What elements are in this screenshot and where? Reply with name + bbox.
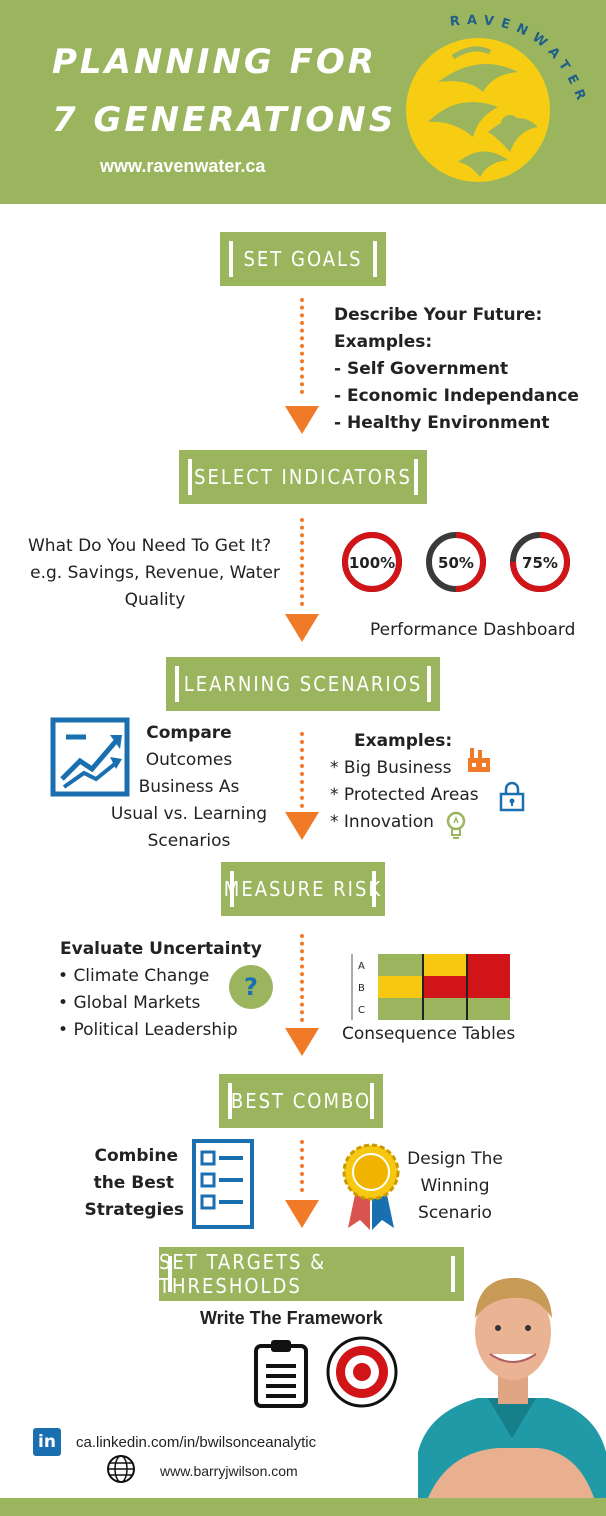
design-text: Winning: [420, 1176, 490, 1196]
question-icon: ?: [229, 965, 273, 1009]
consequence-tables-label: Consequence Tables: [342, 1024, 516, 1044]
step-select-indicators: SELECT INDICATORS: [179, 450, 427, 504]
footer-bar: [0, 1498, 606, 1516]
indicators-examples: e.g. Savings, Revenue, Water: [30, 563, 280, 583]
flow-arrow-icon: [285, 812, 319, 840]
dashboard-label: Performance Dashboard: [370, 620, 576, 640]
gauge-100: 100%: [342, 532, 402, 592]
consequence-table: A B C: [348, 950, 514, 1022]
design-text: Design The: [407, 1149, 503, 1169]
page-title-line1: PLANNING FOR: [52, 42, 377, 82]
scenarios-text: Outcomes: [145, 750, 233, 770]
factory-icon: [466, 746, 492, 774]
flow-arrow-icon: [285, 1028, 319, 1056]
goal-item: - Self Government: [334, 359, 509, 379]
combine-text: Strategies: [84, 1200, 184, 1220]
examples-heading: Examples:: [354, 731, 453, 751]
flow-arrow-icon: [285, 614, 319, 642]
goal-item: - Healthy Environment: [334, 413, 550, 433]
goals-examples-label: Examples:: [334, 332, 433, 352]
step-measure-risk: MEASURE RISK: [221, 862, 385, 916]
site-url[interactable]: www.ravenwater.ca: [100, 156, 266, 176]
indicators-examples-cont: Quality: [124, 590, 186, 610]
lightbulb-icon: [445, 810, 467, 840]
gauge-label: 75%: [522, 554, 558, 572]
uncertainty-item: • Political Leadership: [58, 1020, 238, 1040]
step-set-goals: SET GOALS: [220, 232, 386, 286]
example-item: * Innovation: [330, 812, 434, 832]
website-link[interactable]: www.barryjwilson.com: [160, 1463, 298, 1479]
combine-text: the Best: [93, 1173, 174, 1193]
linkedin-icon[interactable]: in: [33, 1428, 61, 1456]
page-title-line2: 7 GENERATIONS: [52, 100, 397, 140]
step-best-combo: BEST COMBO: [219, 1074, 383, 1128]
lock-icon: [498, 780, 526, 812]
uncertainty-item: • Global Markets: [58, 993, 201, 1013]
scenarios-text: Usual vs. Learning: [110, 804, 268, 824]
example-item: * Big Business: [330, 758, 452, 778]
flow-dotted-line: [300, 518, 304, 606]
gauge-50: 50%: [426, 532, 486, 592]
scenarios-text: Business As: [138, 777, 240, 797]
gauge-label: 100%: [349, 554, 395, 572]
example-item: * Protected Areas: [330, 785, 479, 805]
step-learning-scenarios: LEARNING SCENARIOS: [166, 657, 440, 711]
ravenwater-logo: RAVENWATER: [398, 12, 588, 192]
scenarios-text: Scenarios: [147, 831, 231, 851]
gauge-75: 75%: [510, 532, 570, 592]
trend-chart-icon: [50, 717, 130, 797]
indicators-question: What Do You Need To Get It?: [28, 536, 272, 556]
compare-heading: Compare: [146, 723, 232, 743]
flow-dotted-line: [300, 732, 304, 808]
step-set-targets: SET TARGETS & THRESHOLDS: [159, 1247, 464, 1301]
combine-text: Combine: [94, 1146, 179, 1166]
row-label: C: [358, 1005, 365, 1016]
flow-arrow-icon: [285, 406, 319, 434]
checklist-icon: [191, 1138, 255, 1230]
globe-icon: [106, 1454, 136, 1484]
design-text: Scenario: [418, 1203, 492, 1223]
goals-heading: Describe Your Future:: [334, 305, 543, 325]
row-label: A: [358, 961, 365, 972]
flow-dotted-line: [300, 298, 304, 394]
author-photo: [418, 1262, 606, 1498]
flow-dotted-line: [300, 1140, 304, 1192]
target-icon: [326, 1336, 398, 1408]
goal-item: - Economic Independance: [334, 386, 579, 406]
uncertainty-item: • Climate Change: [58, 966, 210, 986]
award-ribbon-icon: [340, 1142, 402, 1232]
framework-heading: Write The Framework: [200, 1308, 383, 1328]
gauge-label: 50%: [438, 554, 474, 572]
flow-arrow-icon: [285, 1200, 319, 1228]
flow-dotted-line: [300, 934, 304, 1022]
uncertainty-heading: Evaluate Uncertainty: [60, 939, 262, 959]
linkedin-link[interactable]: ca.linkedin.com/in/bwilsonceanalytic: [76, 1434, 317, 1451]
clipboard-icon: [252, 1338, 310, 1408]
row-label: B: [358, 983, 365, 994]
